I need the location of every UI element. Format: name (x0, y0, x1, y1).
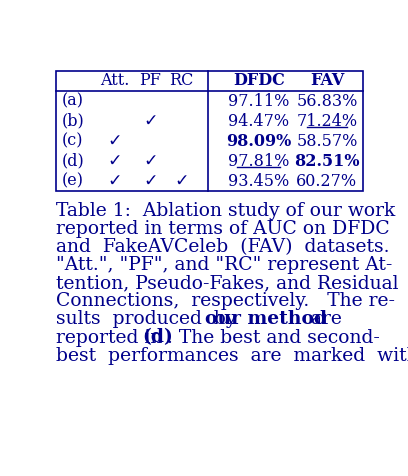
Text: ✓: ✓ (107, 152, 122, 170)
Text: and  FakeAVCeleb  (FAV)  datasets.: and FakeAVCeleb (FAV) datasets. (55, 238, 389, 256)
Text: tention, Pseudo-Fakes, and Residual: tention, Pseudo-Fakes, and Residual (55, 274, 398, 292)
Text: 93.45%: 93.45% (228, 173, 289, 189)
Text: 98.09%: 98.09% (226, 132, 291, 149)
Text: 94.47%: 94.47% (228, 112, 289, 129)
Text: "Att.", "PF", and "RC" represent At-: "Att.", "PF", and "RC" represent At- (55, 256, 392, 274)
Text: PF: PF (139, 72, 161, 89)
Text: Connections,  respectively.   The re-: Connections, respectively. The re- (55, 292, 395, 310)
Text: ✓: ✓ (174, 172, 188, 190)
Text: (b): (b) (61, 112, 84, 129)
Bar (55, 71, 363, 191)
Text: reported in terms of AUC on DFDC: reported in terms of AUC on DFDC (55, 220, 389, 238)
Text: ✓: ✓ (107, 132, 122, 150)
Text: 60.27%: 60.27% (296, 173, 357, 189)
Text: (d): (d) (143, 328, 173, 347)
Text: Table 1:  Ablation study of our work: Table 1: Ablation study of our work (55, 202, 395, 220)
Text: 71.24%: 71.24% (296, 112, 357, 129)
Text: 58.57%: 58.57% (296, 132, 357, 149)
Text: reported in: reported in (55, 328, 168, 347)
Text: RC: RC (169, 72, 193, 89)
Text: best  performances  are  marked  with: best performances are marked with (55, 347, 408, 365)
Text: ✓: ✓ (107, 172, 122, 190)
Text: 82.51%: 82.51% (294, 153, 359, 169)
Text: are: are (299, 310, 342, 328)
Text: our method: our method (205, 310, 327, 328)
Text: ✓: ✓ (143, 112, 157, 130)
Text: 56.83%: 56.83% (296, 92, 357, 109)
Text: . The best and second-: . The best and second- (166, 328, 379, 347)
Text: (d): (d) (61, 153, 84, 169)
Text: (a): (a) (62, 92, 84, 109)
Text: ✓: ✓ (143, 152, 157, 170)
Text: (c): (c) (62, 132, 84, 149)
Text: sults  produced  by: sults produced by (55, 310, 248, 328)
Text: FAV: FAV (310, 72, 344, 89)
Text: (e): (e) (62, 173, 84, 189)
Text: 97.81%: 97.81% (228, 153, 289, 169)
Text: ✓: ✓ (143, 172, 157, 190)
Text: DFDC: DFDC (233, 72, 285, 89)
Text: Att.: Att. (100, 72, 129, 89)
Text: 97.11%: 97.11% (228, 92, 289, 109)
